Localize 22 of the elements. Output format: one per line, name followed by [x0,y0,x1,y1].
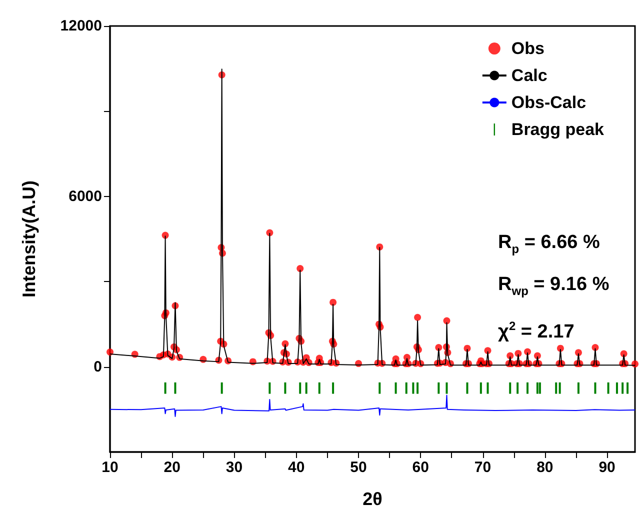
y-tick-label: 0 [94,358,102,376]
y-axis-title: Intensity(A.U) [19,180,39,298]
x-tick-label: 40 [288,459,305,476]
legend-label: Calc [511,66,548,85]
x-tick-label: 50 [350,459,367,476]
line-series [110,394,636,417]
legend-label: Obs [511,39,544,58]
x-tick-label: 80 [536,459,554,476]
annotation: R$_{wp}$ = 9.16 % [498,272,610,300]
x-tick-label: 30 [226,459,243,476]
x-axis-title: 2θ [362,489,382,509]
x-tick-label: 10 [102,459,118,476]
legend-label: Bragg peak [511,120,605,139]
y-tick-label: 12000 [60,18,102,34]
x-tick-label: 90 [598,459,616,476]
y-tick-label: 6000 [68,188,102,205]
legend-label: Obs-Calc [511,93,586,112]
annotation: χ$^{2}$ = 2.17 [498,318,576,344]
annotation: R$_{p}$ = 6.66 % [498,231,601,258]
x-tick-label: 20 [164,459,180,476]
x-tick-label: 60 [412,459,429,476]
x-tick-label: 70 [474,459,492,476]
